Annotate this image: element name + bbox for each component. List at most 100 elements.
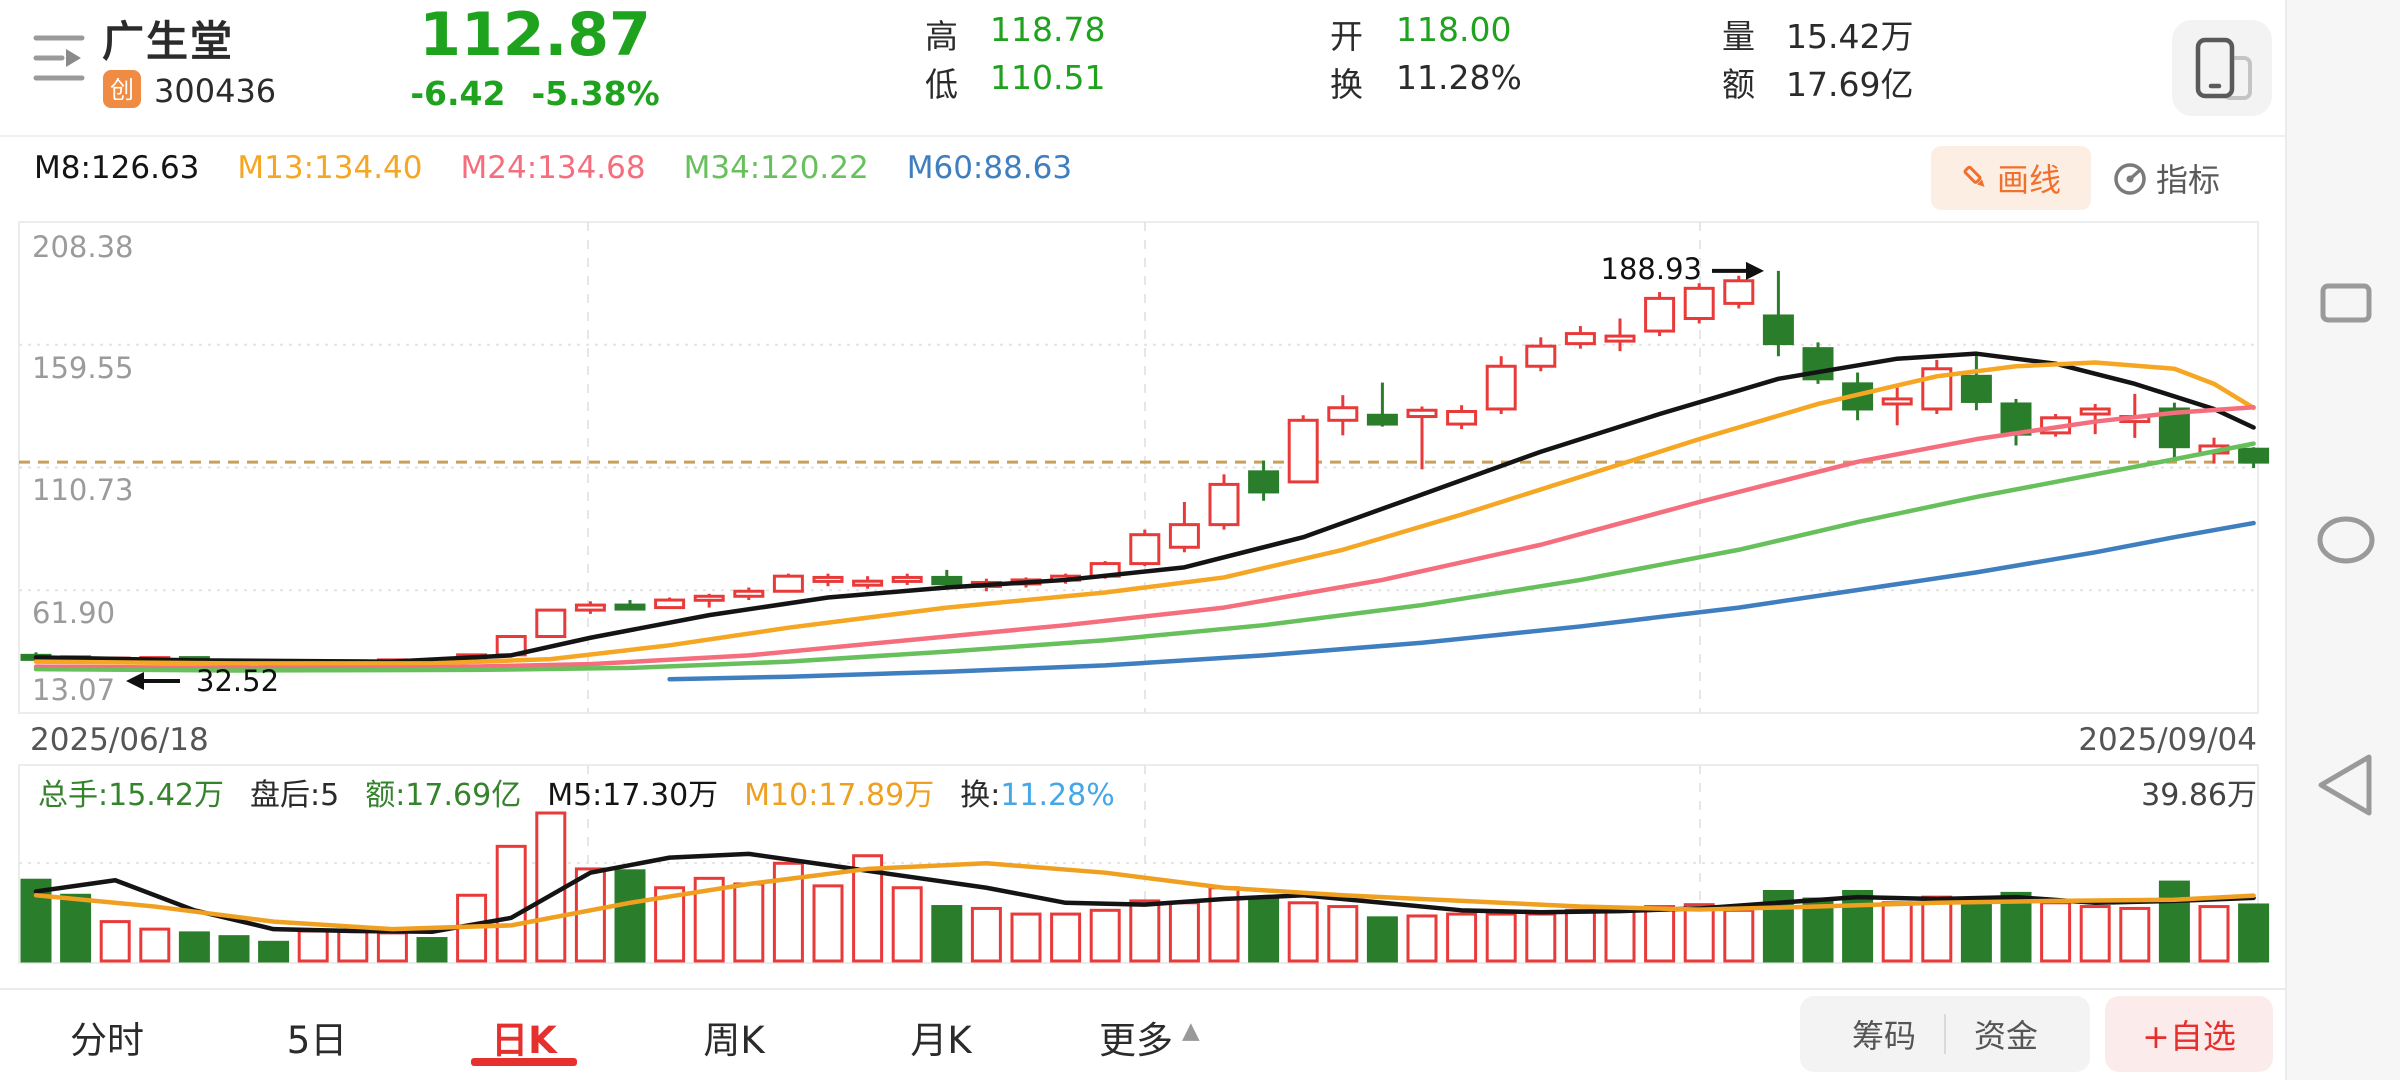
volume-bar [970, 906, 1002, 963]
volume-stat: M10:17.89万 [744, 778, 935, 813]
volume-ma-line-VMA10 [33, 861, 2256, 932]
candle-body [812, 575, 844, 583]
volume-bar [2119, 906, 2151, 963]
indicator-button[interactable]: 指标 [2112, 146, 2220, 210]
volume-stat: 总手:15.42万 [38, 778, 224, 813]
ma-value: M8:126.63 [34, 150, 200, 186]
action-chips[interactable]: 筹码 [1851, 1017, 1916, 1055]
tab-日K[interactable]: 日K [491, 1019, 557, 1062]
volume-bar [376, 931, 408, 963]
candle-body [535, 608, 567, 639]
y-axis-label: 208.38 [32, 230, 134, 264]
high-annotation: 188.93 [1600, 252, 1702, 286]
ma-line-MA24 [33, 405, 2256, 671]
tab-5日[interactable]: 5日 [286, 1019, 348, 1062]
tab-月K[interactable]: 月K [910, 1019, 972, 1062]
stat-value: 15.42万 [1786, 17, 1914, 56]
candle-body [1881, 397, 1913, 406]
volume-bar [337, 929, 369, 963]
action-funds[interactable]: 资金 [1974, 1017, 2039, 1055]
android-nav-bar [2285, 0, 2400, 1080]
candle-body [1446, 410, 1478, 426]
volume-bar [2198, 905, 2230, 963]
candle-body [1644, 296, 1676, 333]
tab-周K[interactable]: 周K [703, 1019, 765, 1062]
candle-body [1168, 523, 1200, 549]
volume-bar [2079, 905, 2111, 963]
volume-header: 总手:15.42万 盘后:5 额:17.69亿 M5:17.30万 M10:17.89万… [38, 770, 1115, 814]
gauge-icon [2112, 160, 2148, 196]
ma-line-MA34 [33, 441, 2256, 673]
volume-bar [99, 920, 131, 963]
stat-value: 11.28% [1396, 58, 1522, 97]
low-annotation: 32.52 [196, 664, 280, 698]
candle-body [1366, 413, 1398, 426]
y-axis-label: 159.55 [32, 350, 134, 385]
draw-line-button[interactable]: 画线 [1931, 146, 2091, 210]
candle-body [1248, 470, 1280, 494]
chart-end-date: 2025/09/04 [2078, 722, 2257, 758]
pencil-icon [1961, 164, 1989, 192]
candle-body [1208, 482, 1240, 527]
ma-line-MA8 [33, 351, 2256, 664]
candle-body [1604, 334, 1636, 343]
candle-body [574, 603, 606, 612]
volume-bar [1287, 901, 1319, 963]
candle-body [1960, 374, 1992, 403]
volume-bar [1089, 908, 1121, 963]
change-value: -6.42 [410, 74, 506, 113]
candle-body [733, 589, 765, 598]
volume-stat: 换:11.28% [960, 778, 1115, 813]
candle-body [1327, 406, 1359, 422]
tab-更多[interactable]: 更多 [1099, 1019, 1173, 1062]
candle-body [1525, 344, 1557, 368]
dropdown-up-icon[interactable]: ▲ [1182, 1018, 1200, 1044]
stat-label: 量 [1722, 17, 1755, 56]
volume-bar [1168, 901, 1200, 963]
volume-bar [1604, 906, 1636, 963]
candle-body [931, 575, 963, 586]
candle-body [852, 579, 884, 587]
y-axis-label: 13.07 [32, 673, 116, 707]
candle-body [614, 603, 646, 611]
volume-bar [2238, 903, 2270, 963]
stat-label: 低 [925, 65, 958, 104]
ma-line-MA60 [667, 520, 2256, 682]
ma-line-MA13 [33, 360, 2256, 666]
home-circle-icon [2317, 516, 2375, 564]
volume-bar [733, 882, 765, 963]
volume-bar [178, 931, 210, 963]
stat-label: 换 [1330, 65, 1363, 104]
divider [1944, 1014, 1946, 1054]
recents-square-icon [2320, 283, 2372, 323]
draw-line-label: 画线 [1996, 161, 2061, 199]
stat-value: 118.00 [1396, 10, 1512, 49]
add-watchlist-button[interactable]: +自选 [2105, 996, 2273, 1072]
ma-values-bar: M8:126.63 M13:134.40 M24:134.68 M34:120.22 M… [34, 150, 1072, 186]
stock-code: 300436 [154, 72, 277, 110]
volume-bar [614, 869, 646, 963]
volume-bar [1564, 908, 1596, 963]
volume-bar [1485, 912, 1517, 963]
candle-body [1723, 279, 1755, 305]
volume-bar [1842, 889, 1874, 963]
rotate-screen-button[interactable] [2172, 20, 2272, 116]
stat-label: 额 [1722, 65, 1755, 104]
tab-分时[interactable]: 分时 [70, 1019, 144, 1062]
volume-bar [60, 893, 92, 963]
menu-back-icon[interactable] [30, 28, 88, 88]
volume-bar [891, 886, 923, 963]
candle-body [1129, 533, 1161, 566]
volume-bar [139, 927, 171, 963]
volume-bar [2158, 880, 2190, 963]
period-tab-bar: 分时 5日 日K 周K 月K 更多 ▲ 筹码 资金 +自选 [0, 988, 2285, 1082]
stat-label: 开 [1330, 17, 1363, 56]
volume-bar [1881, 901, 1913, 963]
volume-bar [2040, 901, 2072, 963]
stock-name: 广生堂 [102, 17, 235, 66]
last-price: 112.87 [419, 0, 651, 70]
candle-body [2079, 407, 2111, 416]
volume-bar [2000, 891, 2032, 963]
chip-fund-actions[interactable]: 筹码 资金 [1800, 996, 2090, 1072]
